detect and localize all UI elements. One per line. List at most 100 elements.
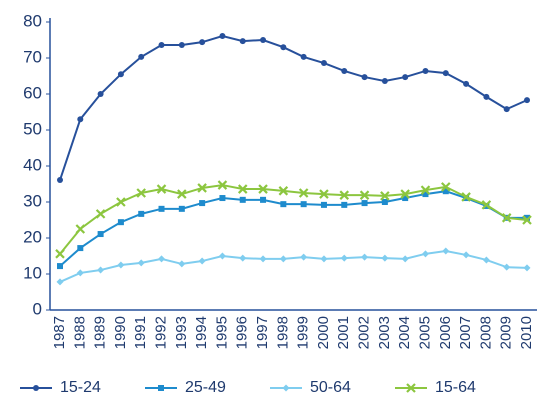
- x-tick-label: 1991: [132, 316, 149, 349]
- x-tick-label: 1995: [213, 316, 230, 349]
- x-tick-label: 2008: [477, 316, 494, 349]
- marker: [319, 189, 329, 199]
- x-tick-label: 2001: [335, 316, 352, 349]
- marker: [95, 209, 106, 219]
- marker: [280, 44, 287, 51]
- marker: [57, 263, 63, 270]
- marker: [381, 199, 388, 205]
- marker: [116, 197, 126, 207]
- marker: [341, 201, 348, 208]
- x-tick-label: 1992: [152, 316, 169, 349]
- marker: [461, 192, 471, 202]
- legend-marker: [33, 385, 39, 391]
- y-tick-label: 60: [23, 83, 42, 102]
- marker: [341, 67, 348, 74]
- marker: [158, 255, 166, 263]
- x-tick-label: 1990: [112, 316, 129, 349]
- marker: [237, 184, 248, 194]
- marker: [462, 251, 470, 259]
- marker: [117, 261, 125, 269]
- marker: [258, 184, 268, 194]
- x-tick-label: 2003: [376, 316, 393, 349]
- marker: [420, 185, 431, 195]
- x-tick-label: 1994: [193, 316, 210, 349]
- marker: [117, 219, 124, 226]
- marker: [442, 70, 449, 77]
- marker: [300, 253, 308, 261]
- marker: [441, 182, 451, 192]
- legend-marker: [282, 384, 290, 392]
- legend-label: 50-64: [310, 379, 351, 396]
- marker: [401, 255, 409, 263]
- marker: [422, 67, 429, 74]
- marker: [97, 91, 104, 97]
- marker: [300, 201, 307, 208]
- marker: [463, 80, 470, 87]
- x-tick-label: 1988: [71, 316, 88, 349]
- marker: [381, 78, 388, 85]
- marker: [380, 191, 390, 201]
- marker: [340, 254, 348, 262]
- marker: [422, 191, 429, 198]
- marker: [77, 116, 84, 123]
- marker: [178, 260, 186, 268]
- marker: [158, 42, 165, 49]
- legend-marker: [406, 383, 416, 393]
- marker: [56, 278, 64, 286]
- y-tick-label: 30: [23, 191, 42, 210]
- marker: [97, 231, 104, 238]
- marker: [218, 252, 226, 260]
- series-line: [59, 184, 528, 255]
- marker: [320, 201, 327, 208]
- marker: [421, 250, 429, 258]
- series-line: [59, 249, 528, 283]
- marker: [97, 266, 105, 274]
- marker: [400, 189, 410, 199]
- marker: [381, 254, 389, 262]
- marker: [442, 247, 450, 255]
- marker: [239, 254, 247, 262]
- x-tick-label: 2004: [396, 316, 413, 349]
- y-tick-label: 40: [23, 155, 42, 174]
- series-line: [59, 35, 528, 181]
- x-tick-label: 1989: [92, 316, 109, 349]
- x-tick-label: 2000: [315, 316, 332, 349]
- marker: [239, 196, 246, 203]
- marker: [260, 37, 267, 43]
- marker: [198, 257, 206, 265]
- marker: [280, 201, 287, 208]
- marker: [259, 255, 267, 263]
- marker: [77, 245, 84, 252]
- x-tick-label: 1993: [173, 316, 190, 349]
- marker: [522, 215, 532, 225]
- marker: [137, 259, 145, 267]
- series-line: [59, 190, 527, 267]
- marker: [136, 188, 146, 198]
- marker: [442, 188, 449, 195]
- marker: [523, 264, 531, 272]
- marker: [75, 224, 86, 234]
- marker: [278, 186, 289, 196]
- marker: [501, 213, 512, 223]
- marker: [178, 205, 185, 212]
- marker: [55, 249, 65, 259]
- x-tick-label: 2002: [356, 316, 373, 349]
- legend-label: 15-24: [60, 379, 101, 396]
- marker: [320, 255, 328, 263]
- legend-marker: [158, 385, 164, 391]
- marker: [57, 177, 63, 184]
- marker: [359, 190, 370, 200]
- marker: [361, 200, 368, 207]
- x-tick-label: 2009: [498, 316, 515, 349]
- marker: [298, 188, 309, 198]
- marker: [158, 205, 165, 212]
- marker: [117, 71, 124, 78]
- marker: [481, 200, 492, 210]
- marker: [503, 263, 511, 271]
- marker: [300, 53, 307, 60]
- x-tick-label: 1999: [295, 316, 312, 349]
- marker: [361, 74, 368, 81]
- x-tick-label: 1998: [274, 316, 291, 349]
- x-tick-label: 2005: [416, 316, 433, 349]
